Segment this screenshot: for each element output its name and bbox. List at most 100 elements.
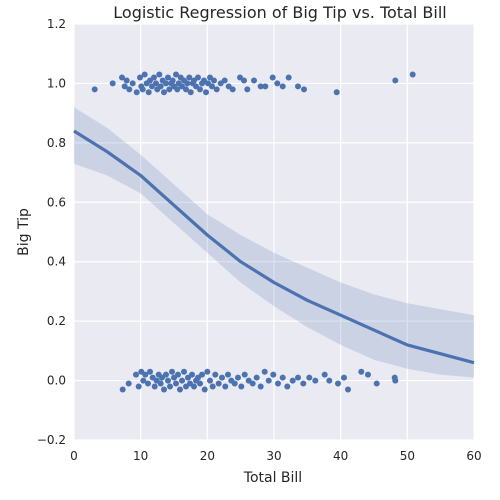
data-point [177,386,183,393]
y-axis-label: Big Tip [16,208,32,256]
data-point [186,74,193,81]
data-point [157,380,164,387]
data-point [321,371,328,378]
data-point [261,368,268,375]
data-point [179,377,185,384]
data-point [129,80,136,87]
data-point [235,374,241,381]
data-point [153,80,159,87]
data-point [312,377,319,384]
y-tick-label: 0.0 [47,374,66,388]
data-point [91,86,98,93]
data-point [173,380,179,387]
data-point [189,371,195,378]
data-point [279,374,286,381]
data-point [249,380,256,387]
data-point [139,86,146,93]
data-point [191,383,197,390]
data-point [145,89,152,96]
data-point [181,368,187,375]
plot-area: 0 10 20 30 40 50 60 −0.2 0.0 0.2 0.4 0.6 0.8 1.0 1.2 [37,17,482,463]
data-point [392,377,399,384]
confidence-band [74,107,474,378]
data-point [151,74,157,81]
y-tick-label: 0.4 [47,255,66,269]
data-point [270,371,277,378]
data-point [409,71,416,78]
y-tick-label: −0.2 [37,433,66,447]
y-tick-label: 0.6 [47,195,66,209]
x-tick-label: 30 [266,449,281,463]
y-tick-label: 0.2 [47,314,66,328]
data-point [197,86,203,93]
x-axis-label: Total Bill [243,470,302,486]
data-point [251,77,257,84]
data-point [275,380,281,387]
data-point [140,377,147,384]
data-point [269,74,276,81]
x-tick-label: 20 [200,449,215,463]
y-tick-label: 1.2 [47,17,66,31]
data-point [183,86,189,93]
data-point [165,74,171,81]
data-point [392,77,399,84]
data-point [126,86,133,93]
data-point [174,86,181,93]
data-point [121,83,128,90]
data-point [229,86,236,93]
data-point [213,86,220,93]
data-point [161,386,167,393]
data-point [161,89,167,96]
data-point [175,371,181,378]
data-point [279,83,286,90]
data-point [365,371,371,378]
data-point [295,374,301,381]
data-point [326,377,333,384]
data-point [151,383,158,390]
chart-title: Logistic Regression of Big Tip vs. Total… [113,3,446,22]
data-point [231,380,238,387]
data-point [209,83,215,90]
y-tick-label: 1.0 [47,76,66,90]
data-point [295,83,301,90]
data-point [201,386,208,393]
data-point [137,74,143,81]
data-point [145,380,151,387]
data-point [274,80,281,87]
data-point [156,71,163,78]
data-point [125,380,132,387]
data-point [257,383,264,390]
x-tick-label: 10 [133,449,148,463]
data-point [219,374,225,381]
data-point [187,89,194,96]
data-point [257,83,264,90]
x-tick-label: 0 [70,449,78,463]
data-point [212,371,219,378]
data-point [165,377,171,384]
data-point [169,77,176,84]
x-tick-label: 60 [466,449,481,463]
data-point [157,83,164,90]
data-point [222,383,229,390]
data-point [169,368,175,375]
data-point [333,89,340,96]
data-point [167,383,173,390]
data-point [373,380,380,387]
data-point [109,80,116,87]
data-point [306,374,313,381]
data-point [195,74,201,81]
data-point [225,371,231,378]
data-point [184,80,191,87]
data-point [163,80,169,87]
data-point [358,368,365,375]
data-point [265,377,272,384]
data-point [199,371,205,378]
data-point [238,383,245,390]
data-point [173,71,179,78]
data-point [241,77,247,84]
data-point [133,371,139,378]
data-point [135,383,142,390]
data-point [300,380,307,387]
data-point [119,386,126,393]
